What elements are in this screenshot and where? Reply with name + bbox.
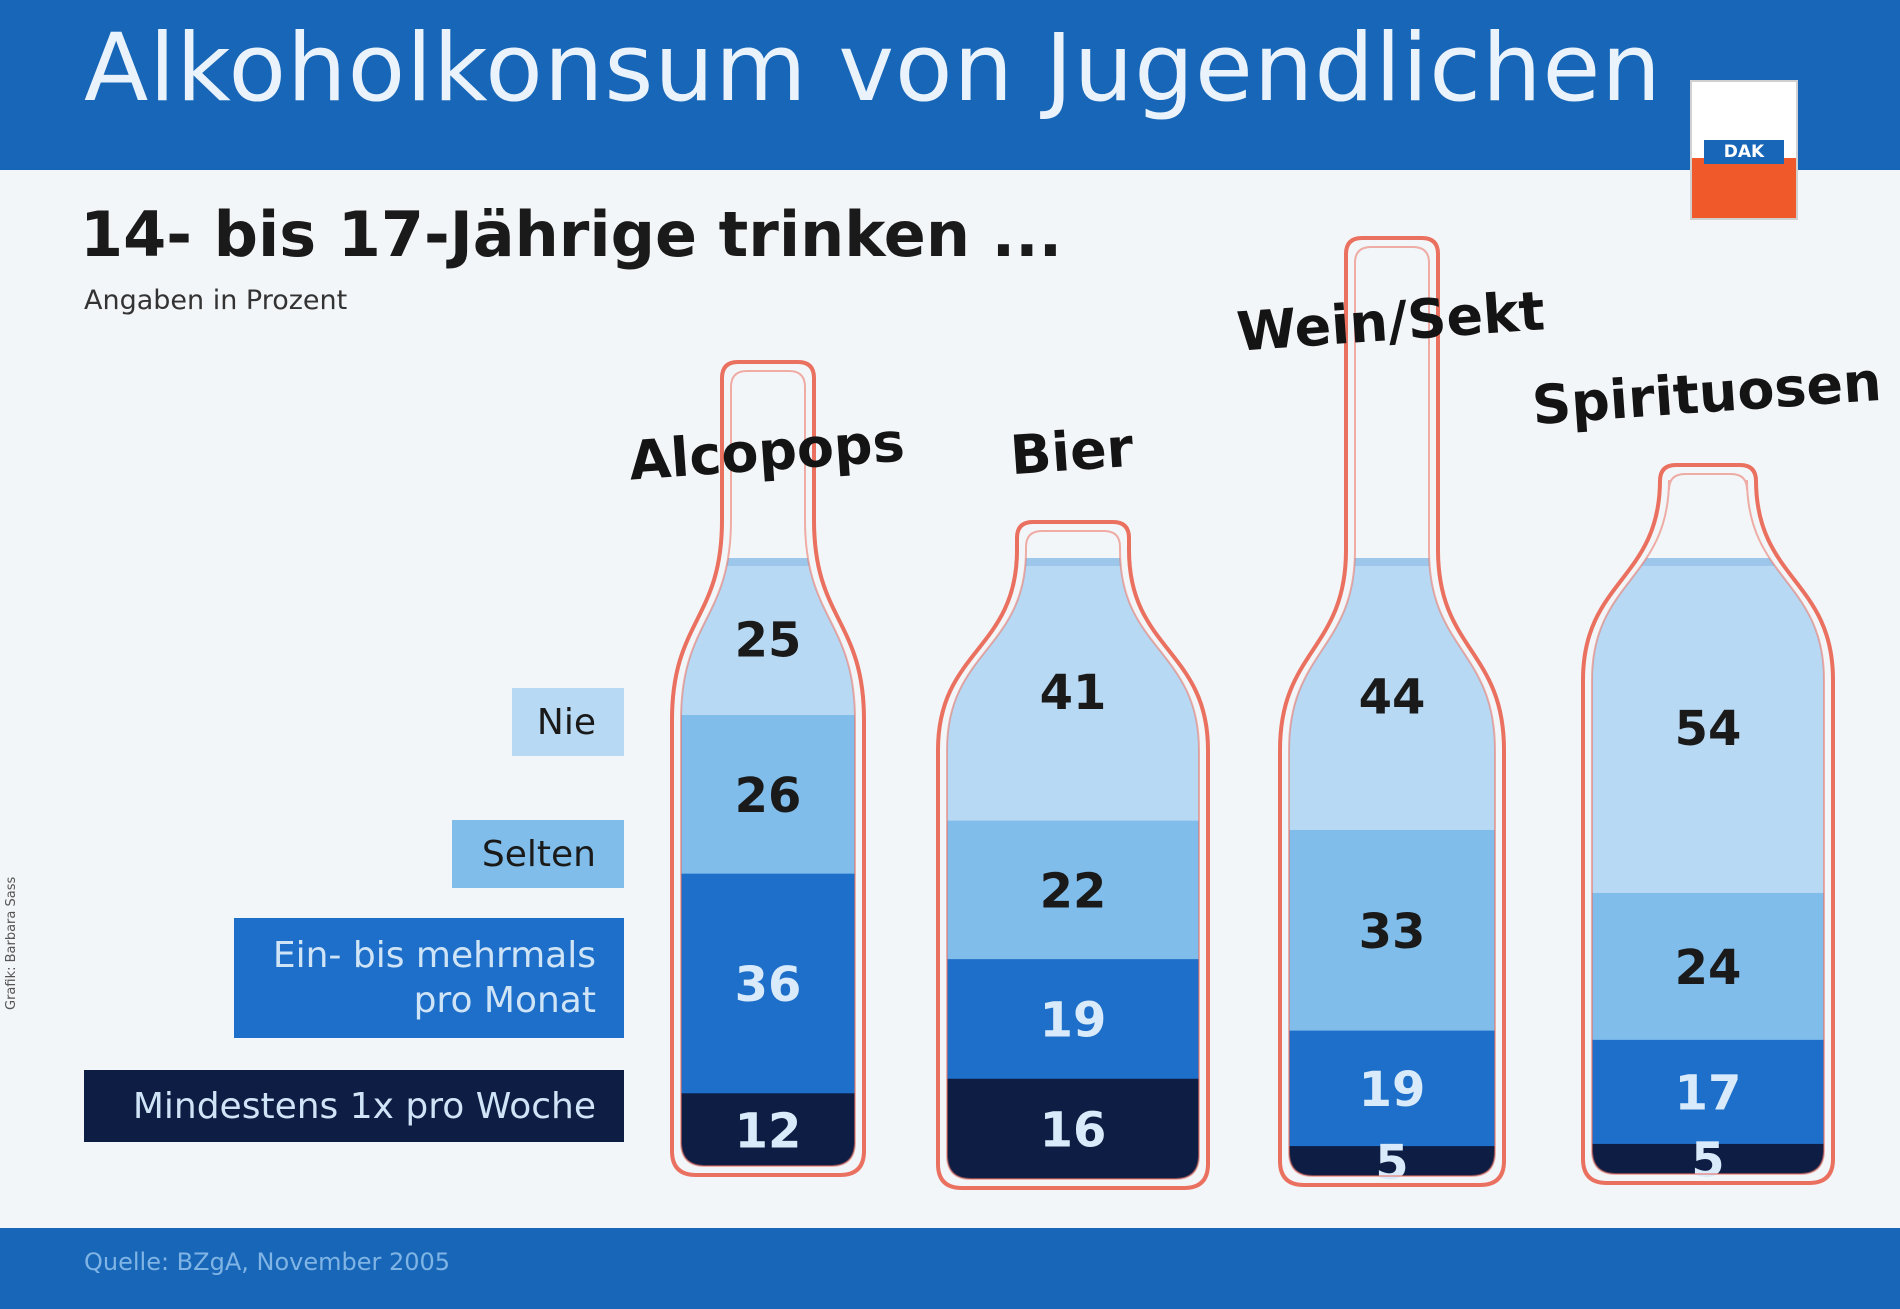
data-label: 12 [735, 1103, 802, 1159]
data-label: 26 [735, 768, 802, 824]
page-title: Alkoholkonsum von Jugendlichen [84, 14, 1662, 123]
legend-item-nie: Nie [512, 688, 624, 756]
fill-line [947, 558, 1199, 566]
bar-segment [1289, 1030, 1495, 1147]
logo-text: DAK [1704, 140, 1784, 164]
footer-bar [0, 1228, 1900, 1309]
chart-subtitle: 14- bis 17-Jährige trinken ... [80, 198, 1063, 271]
data-label: 25 [735, 612, 802, 668]
data-label: 41 [1040, 665, 1107, 721]
fill-line [1289, 558, 1495, 566]
bottle-outline [936, 520, 1210, 1190]
data-label: 19 [1359, 1062, 1426, 1118]
bar-segment [681, 1092, 855, 1166]
bar-segment [1592, 1039, 1824, 1144]
data-label: 44 [1359, 670, 1426, 726]
bottle-outline [1278, 236, 1506, 1187]
data-label: 19 [1040, 992, 1107, 1048]
fill-line [681, 558, 855, 566]
data-label: 33 [1359, 904, 1426, 960]
logo-bottom [1692, 158, 1796, 218]
bar-segment [1289, 829, 1495, 1031]
bar-segment [947, 820, 1199, 960]
fill-line [1592, 558, 1824, 566]
bar-segment [1592, 892, 1824, 1040]
bottle-outline-inner [680, 370, 856, 1167]
data-label: 5 [1691, 1133, 1724, 1189]
dak-logo: DAK [1690, 80, 1798, 220]
bottle-outline [670, 360, 866, 1177]
bar-segment [947, 958, 1199, 1079]
bottle-fill-3 [1592, 558, 1824, 1174]
legend-label-nie: Nie [536, 701, 596, 743]
legend-label-woche: Mindestens 1x pro Woche [132, 1085, 596, 1127]
bar-segment [1592, 562, 1824, 893]
bar-segment [681, 873, 855, 1094]
data-label: 17 [1675, 1065, 1742, 1121]
bar-segment [681, 714, 855, 874]
source-note: Quelle: BZgA, November 2005 [84, 1248, 451, 1276]
unit-note: Angaben in Prozent [84, 285, 348, 316]
category-label: Spirituosen [1530, 350, 1883, 437]
legend-label-monat: Ein- bis mehrmals pro Monat [272, 935, 596, 1021]
data-label: 36 [735, 957, 802, 1013]
bar-segment [1592, 1143, 1824, 1174]
data-label: 24 [1675, 940, 1742, 996]
bottle-outline-inner [1288, 246, 1496, 1177]
data-label: 22 [1040, 863, 1107, 919]
legend-item-selten: Selten [452, 820, 624, 888]
category-label: Bier [1008, 416, 1135, 487]
legend-label-selten: Selten [481, 833, 596, 875]
category-label: Wein/Sekt [1235, 279, 1547, 363]
bar-segment [1289, 1145, 1495, 1176]
data-label: 54 [1675, 701, 1742, 757]
bar-segment [947, 1078, 1199, 1179]
data-label: 16 [1040, 1103, 1107, 1159]
category-label: Alcopops [627, 410, 907, 492]
legend-item-monat: Ein- bis mehrmals pro Monat [234, 918, 624, 1038]
legend-item-woche: Mindestens 1x pro Woche [84, 1070, 624, 1142]
bottle-outline-inner [946, 530, 1200, 1180]
bottle-outline [1581, 463, 1835, 1185]
data-label: 5 [1375, 1135, 1408, 1191]
header-bar [0, 0, 1900, 170]
bottle-outline-inner [1591, 473, 1825, 1175]
